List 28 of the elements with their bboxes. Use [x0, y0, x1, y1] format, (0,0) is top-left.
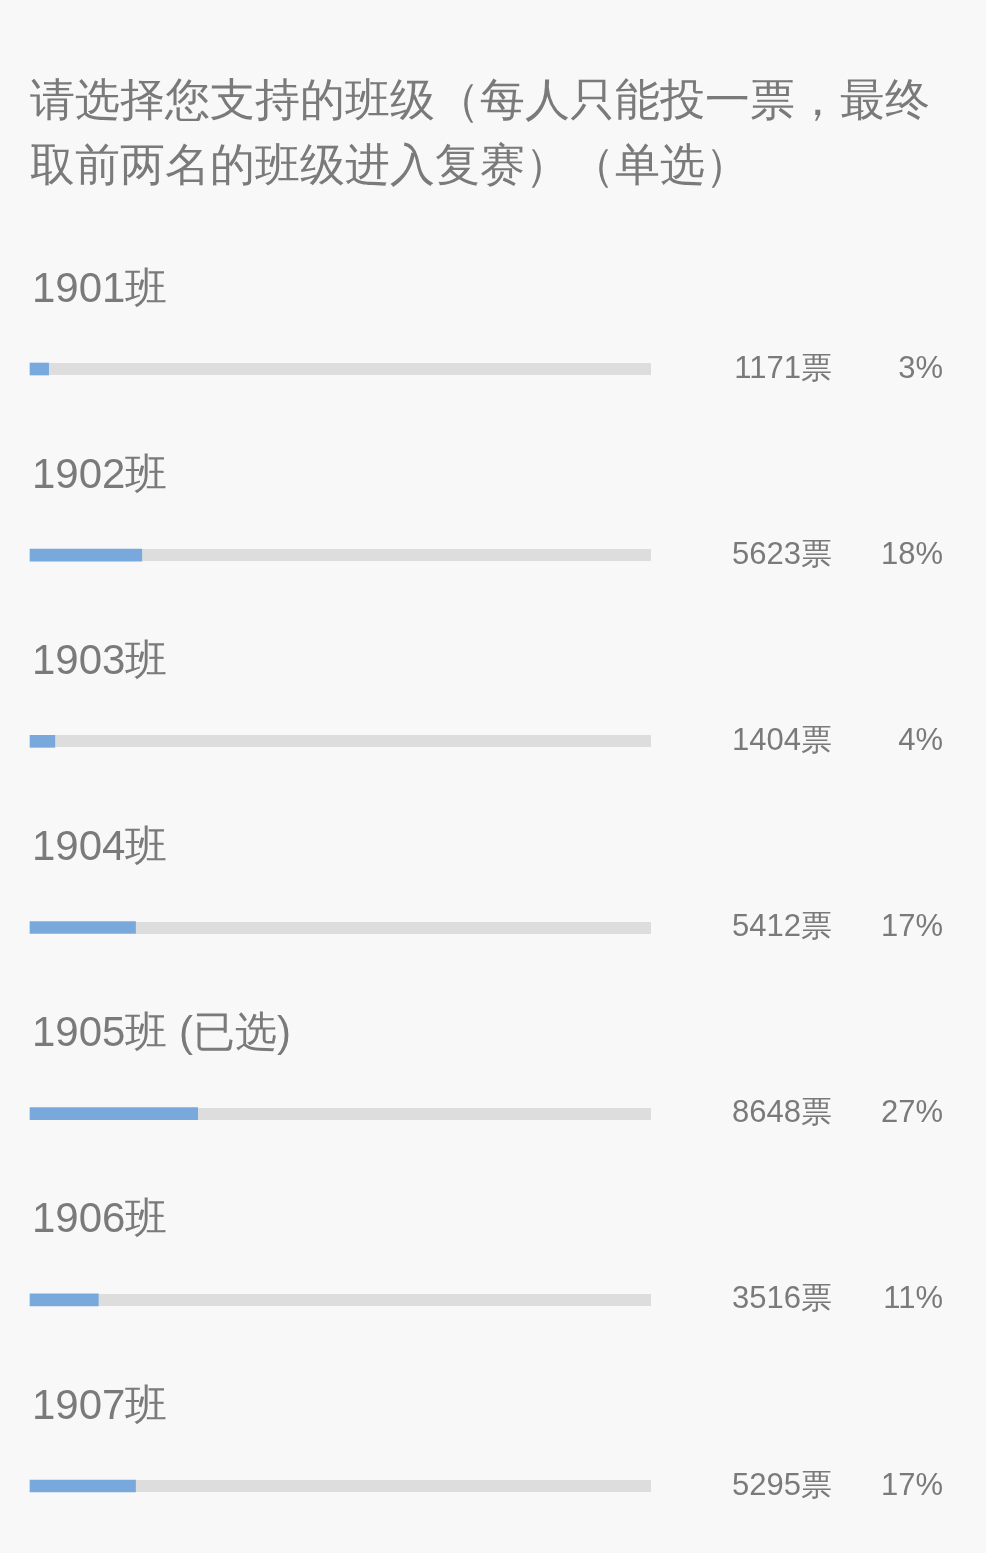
text: 5295票: [732, 1466, 832, 1502]
bar: [29, 362, 49, 376]
bar: [29, 1479, 136, 1493]
text: 3516票: [732, 1280, 832, 1316]
text: 1404票: [732, 721, 832, 757]
bar: [29, 1293, 99, 1307]
text: 5412票: [732, 908, 832, 944]
y-tick-label: 1901班: [32, 263, 168, 311]
chart-title: 请选择您支持的班级（每人只能投一票，最终取前两名的班级进入复赛）（单选）: [30, 74, 930, 191]
data-label: 18%: [880, 535, 943, 571]
y-tick-label: 1906班: [32, 1194, 168, 1242]
data-label: 4%: [898, 721, 943, 757]
y-tick-label: 1904班: [32, 822, 168, 870]
text: 8648票: [732, 1094, 832, 1130]
data-label: 17%: [880, 1466, 943, 1502]
bar: [29, 921, 136, 934]
bar: [29, 548, 143, 562]
data-label: 3%: [898, 349, 943, 385]
text: 5623票: [732, 535, 832, 571]
data-label: 27%: [880, 1094, 943, 1130]
data-label: 11%: [883, 1280, 943, 1316]
y-tick-label: 1902班: [32, 449, 168, 497]
y-tick-label: 1905班 (已选): [32, 1008, 292, 1056]
bar: [29, 735, 56, 748]
data-label: 17%: [880, 908, 943, 944]
y-tick-label: 1903班: [32, 635, 168, 683]
text: 1171票: [734, 349, 832, 385]
y-tick-label: 1907班: [32, 1380, 168, 1428]
